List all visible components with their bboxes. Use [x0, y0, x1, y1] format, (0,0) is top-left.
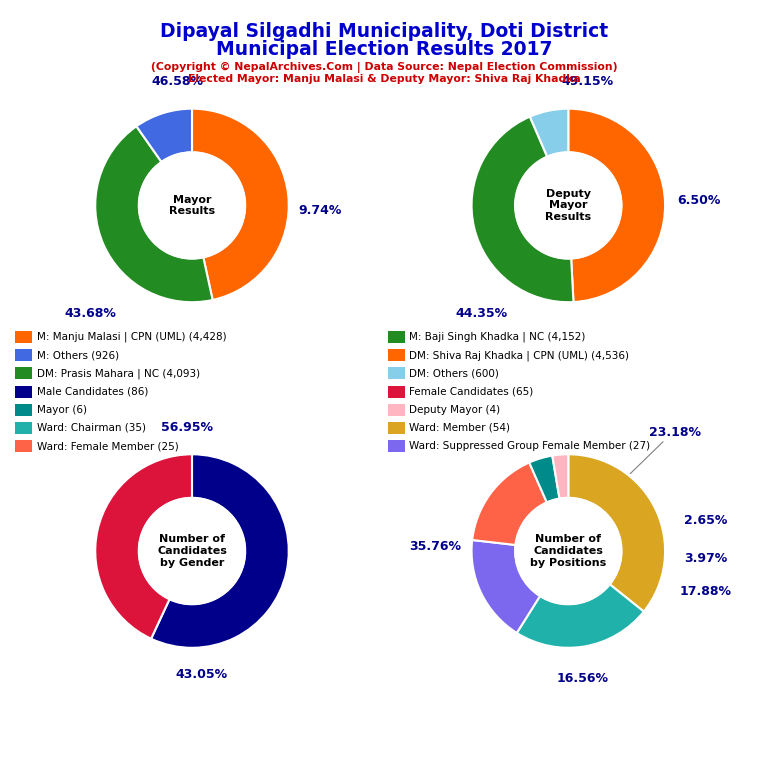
FancyBboxPatch shape [388, 386, 405, 398]
Wedge shape [472, 540, 540, 633]
Text: 49.15%: 49.15% [561, 75, 614, 88]
Text: Male Candidates (86): Male Candidates (86) [37, 386, 148, 396]
FancyBboxPatch shape [15, 349, 32, 362]
Text: 6.50%: 6.50% [677, 194, 720, 207]
Text: 46.58%: 46.58% [151, 75, 204, 88]
Text: Ward: Female Member (25): Ward: Female Member (25) [37, 441, 179, 451]
Wedge shape [192, 109, 289, 300]
Text: Ward: Suppressed Group Female Member (27): Ward: Suppressed Group Female Member (27… [409, 441, 650, 451]
FancyBboxPatch shape [15, 367, 32, 379]
Text: DM: Prasis Mahara | NC (4,093): DM: Prasis Mahara | NC (4,093) [37, 368, 200, 379]
Wedge shape [530, 109, 568, 157]
Text: 2.65%: 2.65% [684, 514, 727, 527]
Text: Dipayal Silgadhi Municipality, Doti District: Dipayal Silgadhi Municipality, Doti Dist… [160, 22, 608, 41]
Text: 43.05%: 43.05% [176, 668, 228, 681]
Wedge shape [568, 455, 665, 611]
Text: 9.74%: 9.74% [298, 204, 342, 217]
Text: 44.35%: 44.35% [455, 307, 508, 320]
FancyBboxPatch shape [15, 331, 32, 343]
Text: 43.68%: 43.68% [65, 307, 116, 320]
Text: Mayor (6): Mayor (6) [37, 405, 87, 415]
Text: M: Baji Singh Khadka | NC (4,152): M: Baji Singh Khadka | NC (4,152) [409, 332, 586, 343]
FancyBboxPatch shape [388, 440, 405, 452]
Wedge shape [151, 455, 289, 647]
FancyBboxPatch shape [388, 349, 405, 362]
Circle shape [139, 498, 245, 604]
Text: M: Manju Malasi | CPN (UML) (4,428): M: Manju Malasi | CPN (UML) (4,428) [37, 332, 227, 343]
FancyBboxPatch shape [388, 422, 405, 434]
FancyBboxPatch shape [15, 440, 32, 452]
Wedge shape [137, 109, 192, 162]
Text: Female Candidates (65): Female Candidates (65) [409, 386, 534, 396]
FancyBboxPatch shape [388, 404, 405, 415]
Text: Number of
Candidates
by Positions: Number of Candidates by Positions [530, 535, 607, 568]
Text: Municipal Election Results 2017: Municipal Election Results 2017 [216, 40, 552, 59]
Wedge shape [472, 117, 574, 302]
Wedge shape [517, 584, 644, 647]
Text: 23.18%: 23.18% [649, 426, 700, 439]
Wedge shape [95, 126, 213, 302]
Text: 35.76%: 35.76% [409, 540, 461, 553]
Text: DM: Others (600): DM: Others (600) [409, 369, 499, 379]
Text: Ward: Member (54): Ward: Member (54) [409, 423, 511, 433]
Circle shape [515, 498, 621, 604]
FancyBboxPatch shape [388, 367, 405, 379]
Circle shape [139, 152, 245, 259]
Text: 56.95%: 56.95% [161, 421, 214, 434]
Wedge shape [568, 109, 665, 302]
Wedge shape [552, 455, 568, 498]
Text: Number of
Candidates
by Gender: Number of Candidates by Gender [157, 535, 227, 568]
Text: Deputy
Mayor
Results: Deputy Mayor Results [545, 189, 591, 222]
Text: Deputy Mayor (4): Deputy Mayor (4) [409, 405, 501, 415]
FancyBboxPatch shape [15, 422, 32, 434]
FancyBboxPatch shape [388, 331, 405, 343]
FancyBboxPatch shape [15, 404, 32, 415]
Circle shape [515, 152, 621, 259]
Text: Elected Mayor: Manju Malasi & Deputy Mayor: Shiva Raj Khadka: Elected Mayor: Manju Malasi & Deputy May… [187, 74, 581, 84]
Wedge shape [529, 455, 560, 502]
Text: 16.56%: 16.56% [557, 672, 609, 685]
Text: (Copyright © NepalArchives.Com | Data Source: Nepal Election Commission): (Copyright © NepalArchives.Com | Data So… [151, 61, 617, 72]
Wedge shape [472, 462, 547, 545]
Text: Ward: Chairman (35): Ward: Chairman (35) [37, 423, 146, 433]
Text: 17.88%: 17.88% [680, 585, 732, 598]
Wedge shape [95, 454, 192, 639]
FancyBboxPatch shape [15, 386, 32, 398]
Text: M: Others (926): M: Others (926) [37, 350, 119, 360]
Text: 3.97%: 3.97% [684, 552, 727, 565]
Text: Mayor
Results: Mayor Results [169, 194, 215, 217]
Text: DM: Shiva Raj Khadka | CPN (UML) (4,536): DM: Shiva Raj Khadka | CPN (UML) (4,536) [409, 350, 629, 360]
